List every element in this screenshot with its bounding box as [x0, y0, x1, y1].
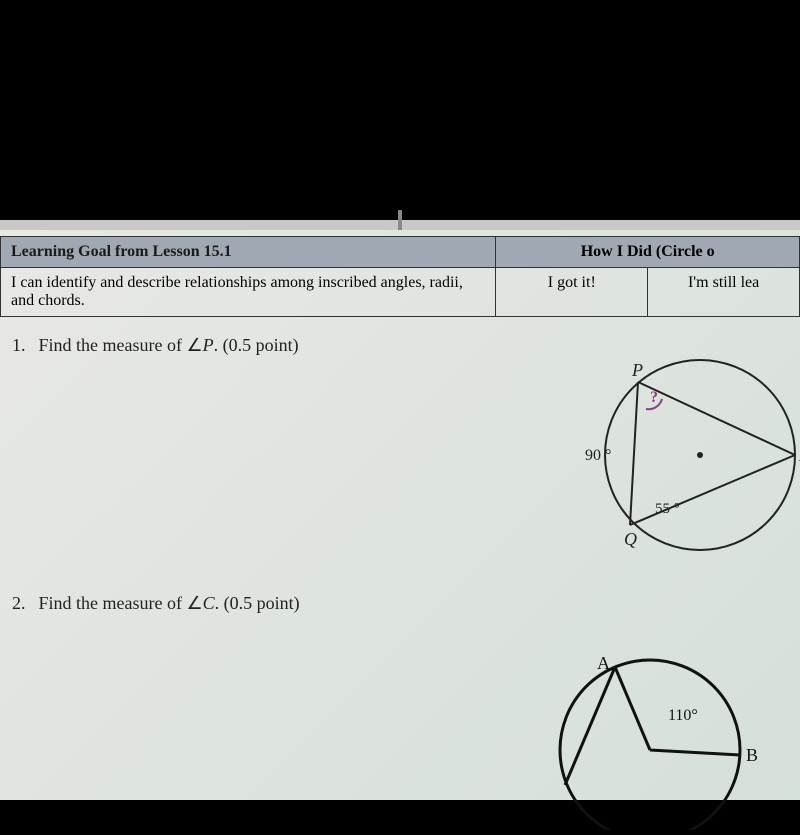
d2-label-A: A [597, 653, 610, 673]
d1-angle-55: 55 ° [655, 501, 680, 517]
d1-label-Q: Q [624, 529, 637, 549]
q1-prompt-pre: Find the measure of [39, 335, 187, 355]
q2-prompt-post: . (0.5 point) [215, 593, 300, 613]
page-center-tick [398, 210, 402, 230]
d1-line-pq [630, 382, 638, 525]
learning-goal-table: Learning Goal from Lesson 15.1 How I Did… [0, 236, 800, 317]
d2-label-B: B [746, 745, 758, 765]
table-header-right: How I Did (Circle o [496, 237, 800, 268]
d1-arc-90: 90 ° [585, 447, 611, 464]
question-2: 2. Find the measure of ∠C. (0.5 point) [12, 593, 300, 614]
q2-angle-symbol: ∠ [186, 593, 202, 613]
d1-label-P: P [631, 360, 643, 380]
d1-center-dot [697, 452, 703, 458]
d2-angle-110: 110° [668, 707, 698, 724]
q1-angle-symbol: ∠ [186, 335, 202, 355]
q1-prompt-post: . (0.5 point) [214, 335, 299, 355]
q2-prompt-pre: Find the measure of [39, 593, 187, 613]
worksheet-page: Learning Goal from Lesson 15.1 How I Did… [0, 230, 800, 800]
still-learning-cell: I'm still lea [648, 268, 800, 317]
q1-angle-var: P [203, 335, 214, 355]
goal-text-cell: I can identify and describe relationship… [1, 268, 496, 317]
diagram-2-svg: A B 110° [540, 650, 780, 830]
table-header-left: Learning Goal from Lesson 15.1 [1, 237, 496, 268]
d2-line-center-A [615, 667, 650, 750]
diagram-2: A B 110° [540, 650, 780, 835]
diagram-1: P Q R 90 ° 55 ° ? [580, 350, 800, 575]
got-it-cell: I got it! [496, 268, 648, 317]
q1-number: 1. [12, 335, 34, 356]
q2-angle-var: C [203, 593, 215, 613]
d2-line-center-B [650, 750, 740, 755]
d1-question-mark: ? [650, 389, 658, 406]
q2-number: 2. [12, 593, 34, 614]
d2-circle [560, 660, 740, 830]
diagram-1-svg: P Q R 90 ° 55 ° ? [580, 350, 800, 570]
